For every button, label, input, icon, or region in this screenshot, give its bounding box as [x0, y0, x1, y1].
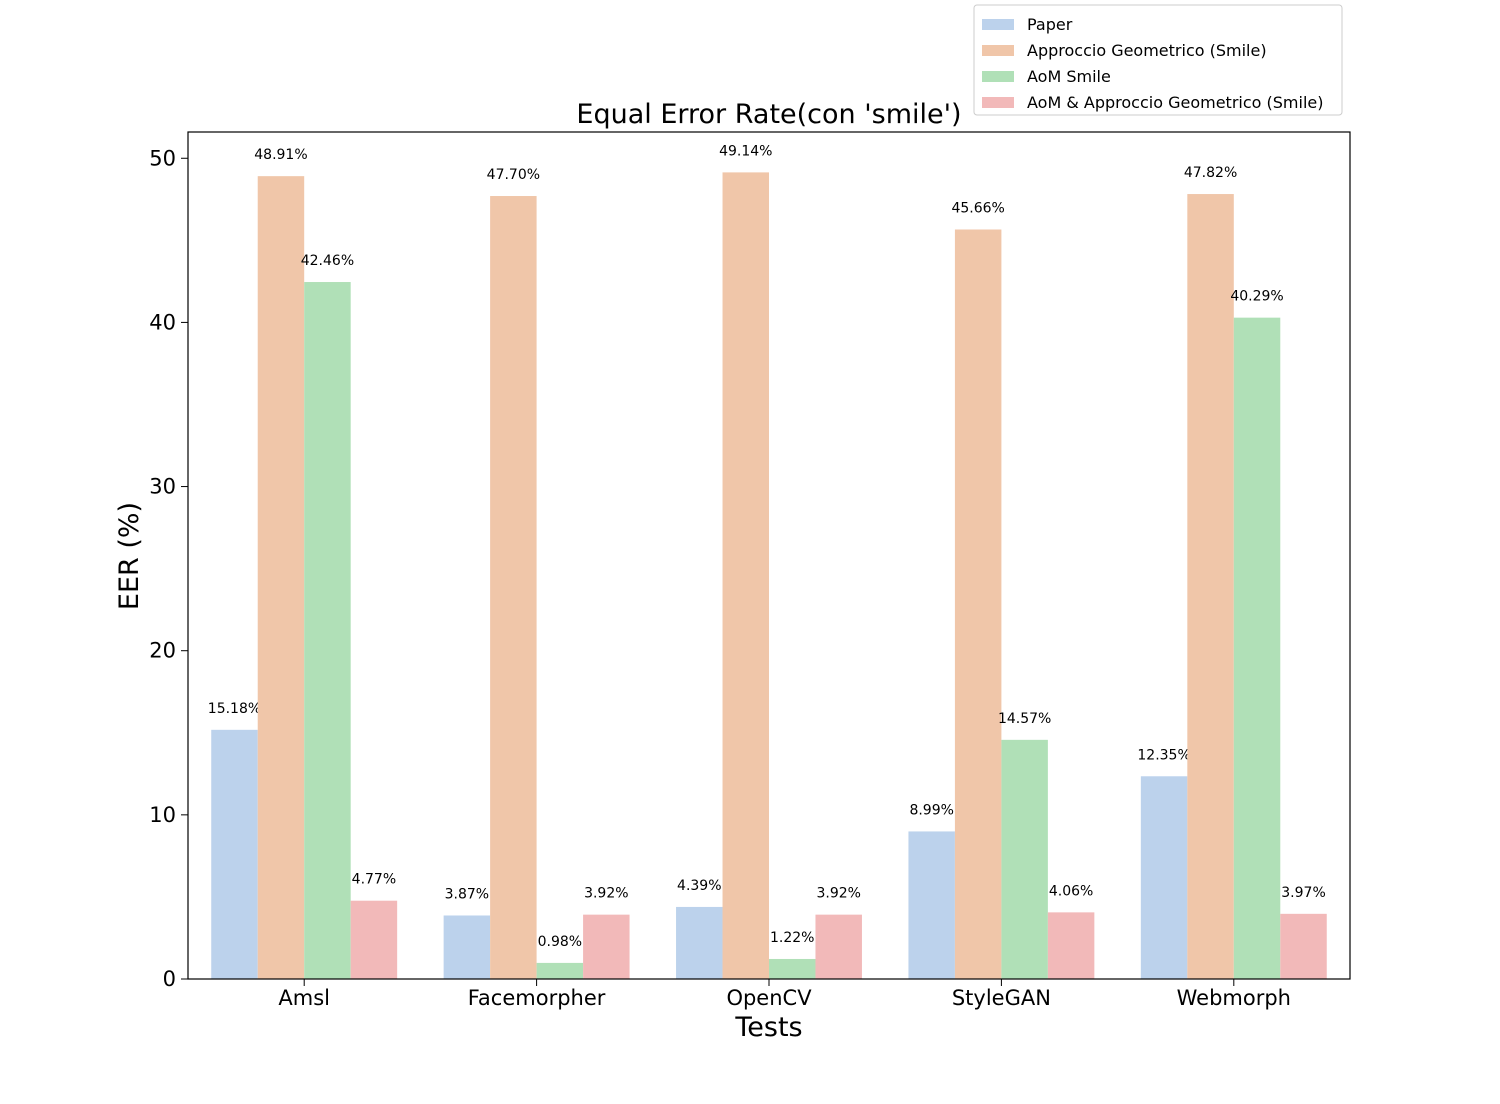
bar	[304, 282, 351, 979]
data-label: 3.92%	[584, 886, 628, 902]
legend-label: Approccio Geometrico (Smile)	[1027, 41, 1267, 60]
bar	[1187, 194, 1234, 980]
bar	[211, 729, 258, 979]
data-label: 1.22%	[770, 930, 814, 946]
data-label: 3.87%	[445, 886, 489, 902]
chart-title: Equal Error Rate(con 'smile')	[576, 99, 961, 130]
bar	[1140, 776, 1188, 979]
bar	[490, 196, 537, 979]
legend: Paper Approccio Geometrico (Smile) AoM Smi…	[973, 4, 1343, 116]
x-tick-label: OpenCV	[726, 986, 812, 1010]
bar	[722, 172, 769, 979]
data-label: 4.77%	[352, 872, 396, 888]
bar	[443, 915, 491, 979]
plot-area: 15.18% 3.87% 4.39% 8.99% 12.35% 48.91% 47.70% 4…	[149, 131, 1351, 1010]
data-label: 40.29%	[1230, 289, 1283, 305]
legend-swatch	[982, 97, 1014, 108]
x-tick-label: Facemorpher	[468, 986, 606, 1010]
y-tick-label: 0	[163, 967, 176, 991]
bar	[769, 958, 816, 979]
data-label: 12.35%	[1137, 747, 1190, 763]
y-tick-label: 30	[149, 475, 176, 499]
bar	[257, 176, 305, 979]
bar	[1001, 739, 1048, 979]
legend-label: Paper	[1027, 15, 1073, 34]
bar	[1280, 913, 1327, 979]
bar	[676, 906, 723, 979]
data-label: 3.92%	[816, 886, 860, 902]
bar	[954, 229, 1002, 979]
bar	[1233, 317, 1281, 979]
y-tick-label: 20	[149, 639, 176, 663]
legend-frame	[973, 4, 1343, 116]
data-label: 49.14%	[719, 143, 772, 159]
data-label: 8.99%	[909, 802, 953, 818]
bar	[908, 831, 955, 979]
data-label: 42.46%	[301, 253, 354, 269]
legend-swatch	[982, 45, 1014, 56]
y-tick-label: 50	[149, 146, 176, 170]
data-label: 15.18%	[208, 701, 261, 717]
legend-swatch	[982, 19, 1014, 30]
x-axis-label: Tests	[734, 1012, 802, 1043]
legend-label: AoM Smile	[1027, 67, 1111, 86]
bar	[350, 900, 398, 979]
legend-swatch	[982, 71, 1014, 82]
y-tick-label: 40	[149, 310, 176, 334]
y-tick-label: 10	[149, 803, 176, 827]
legend-label: AoM & Approccio Geometrico (Smile)	[1027, 93, 1323, 112]
x-tick-label: StyleGAN	[952, 986, 1051, 1010]
data-label: 3.97%	[1281, 885, 1325, 901]
data-label: 47.82%	[1184, 165, 1237, 181]
data-label: 48.91%	[254, 147, 307, 163]
data-label: 4.06%	[1049, 883, 1093, 899]
data-label: 4.39%	[677, 878, 721, 894]
data-label: 45.66%	[951, 201, 1004, 217]
bar	[583, 914, 630, 979]
data-label: 47.70%	[487, 167, 540, 183]
x-tick-label: Webmorph	[1177, 986, 1291, 1010]
x-tick-label: Amsl	[278, 986, 330, 1010]
bar	[1047, 912, 1095, 979]
data-label: 14.57%	[998, 711, 1051, 727]
y-axis-label: EER (%)	[114, 502, 145, 610]
bar	[536, 962, 584, 979]
bar	[815, 914, 862, 979]
data-label: 0.98%	[538, 934, 582, 950]
